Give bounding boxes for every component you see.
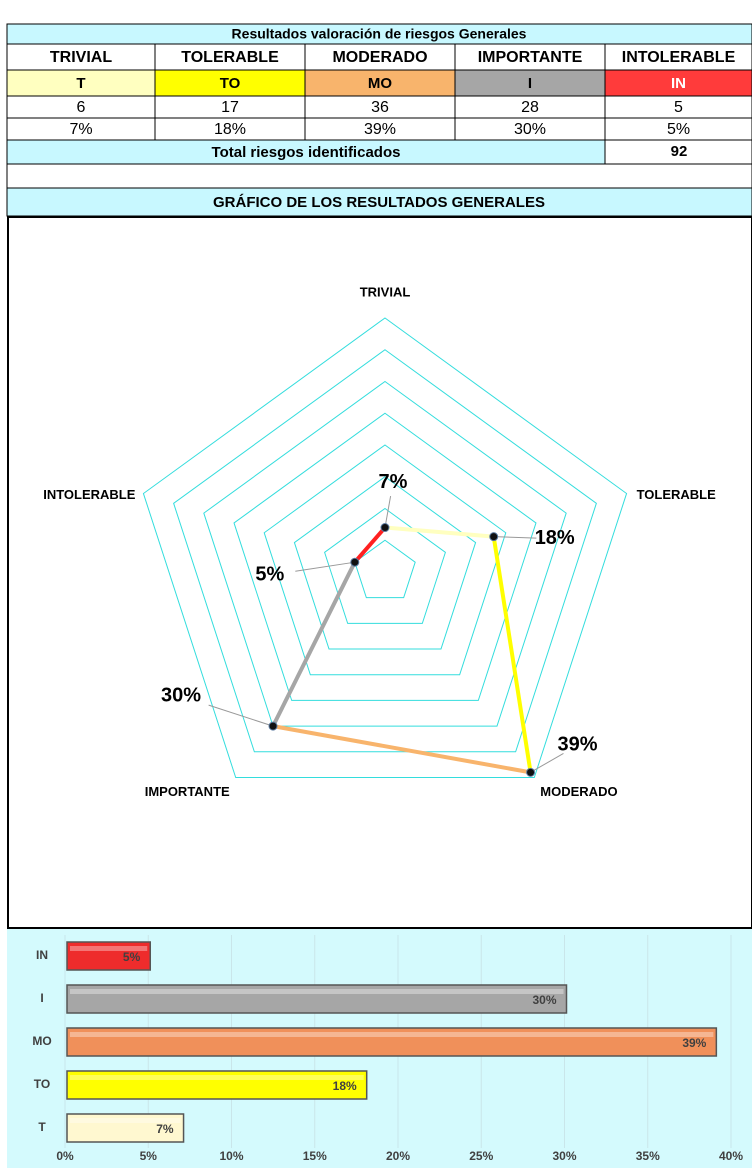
total-cell <box>604 139 752 165</box>
x-tick-label: 15% <box>303 1149 327 1163</box>
bar-value-label: 30% <box>532 993 556 1007</box>
percent: 39% <box>364 121 396 138</box>
x-tick-label: 0% <box>56 1149 74 1163</box>
code: I <box>528 75 532 92</box>
count: 36 <box>371 99 389 116</box>
header: TOLERABLE <box>181 49 279 66</box>
y-tick-label: MO <box>32 1034 51 1048</box>
code: MO <box>368 75 392 92</box>
x-tick-label: 35% <box>636 1149 660 1163</box>
radar-segment <box>272 724 531 775</box>
leader-line <box>384 495 392 528</box>
radar-axis-label: IMPORTANTE <box>145 784 230 799</box>
bar <box>66 941 151 971</box>
count: 5 <box>674 99 683 116</box>
bar-highlight <box>70 946 148 951</box>
code-cell <box>304 69 456 97</box>
table-title: Resultados valoración de riesgos General… <box>232 26 527 42</box>
leader-line <box>530 753 564 773</box>
section-title: GRÁFICO DE LOS RESULTADOS GENERALES <box>213 194 545 211</box>
header-cell <box>304 43 456 71</box>
x-tick-label: 10% <box>219 1149 243 1163</box>
radar-ring <box>173 349 597 753</box>
bar-highlight <box>70 989 564 994</box>
radar-axis-label: INTOLERABLE <box>43 487 136 502</box>
radar-axis-label: MODERADO <box>540 784 617 799</box>
radar-value-label: 5% <box>255 563 284 585</box>
y-tick-label: T <box>38 1120 46 1134</box>
bar <box>66 1070 368 1100</box>
x-tick-label: 5% <box>140 1149 158 1163</box>
code-cell <box>454 69 606 97</box>
bar <box>66 1027 718 1057</box>
percent: 7% <box>69 121 92 138</box>
radar-segment <box>491 536 533 773</box>
radar-value-label: 18% <box>535 527 575 549</box>
header: INTOLERABLE <box>622 49 736 66</box>
radar-segment <box>271 561 357 728</box>
leader-line <box>493 536 537 539</box>
header: MODERADO <box>332 49 427 66</box>
section-cell <box>6 187 752 217</box>
radar-ring <box>142 317 628 778</box>
leader-line <box>295 561 355 572</box>
y-tick-label: TO <box>34 1077 50 1091</box>
bar-value-label: 7% <box>156 1122 174 1136</box>
bar-highlight <box>70 1118 181 1123</box>
radar-point <box>350 557 360 567</box>
total-label-cell <box>6 139 606 165</box>
blank-row <box>6 163 752 189</box>
bar-highlight <box>70 1032 714 1037</box>
x-tick-label: 20% <box>386 1149 410 1163</box>
bar-value-label: 18% <box>333 1079 357 1093</box>
header: IMPORTANTE <box>478 49 583 66</box>
radar-value-label: 30% <box>161 684 201 706</box>
radar-ring <box>324 507 446 624</box>
radar-axis-label: TOLERABLE <box>637 487 717 502</box>
percent: 18% <box>214 121 246 138</box>
radar-segment <box>384 525 494 539</box>
count: 28 <box>521 99 539 116</box>
radar-ring <box>263 444 507 676</box>
y-tick-label: I <box>40 991 43 1005</box>
radar-point <box>268 721 278 731</box>
radar-segment <box>353 526 387 564</box>
radar-point <box>489 532 499 542</box>
y-tick-label: IN <box>36 948 48 962</box>
radar-ring <box>233 412 537 701</box>
radar-area <box>7 216 752 929</box>
radar-ring <box>203 380 567 727</box>
total-label: Total riesgos identificados <box>212 144 401 161</box>
radar-value-label: 39% <box>558 734 598 756</box>
percent: 30% <box>514 121 546 138</box>
bar <box>66 1113 185 1143</box>
header-cell <box>604 43 752 71</box>
count: 17 <box>221 99 239 116</box>
code-cell <box>604 69 752 97</box>
bar <box>66 984 568 1014</box>
percent: 5% <box>667 121 690 138</box>
x-tick-label: 30% <box>552 1149 576 1163</box>
code: TO <box>220 75 241 92</box>
count: 6 <box>77 99 86 116</box>
code: T <box>76 75 85 92</box>
radar-point <box>526 767 536 777</box>
leader-line <box>208 704 274 727</box>
bar-value-label: 39% <box>682 1036 706 1050</box>
radar-point <box>380 523 390 533</box>
bar-highlight <box>70 1075 364 1080</box>
code-cell <box>154 69 306 97</box>
bar-value-label: 5% <box>123 950 141 964</box>
code: IN <box>671 75 686 92</box>
radar-axis-label: TRIVIAL <box>360 284 411 299</box>
total: 92 <box>671 143 688 160</box>
header-cell <box>454 43 606 71</box>
radar-value-label: 7% <box>379 471 408 493</box>
x-tick-label: 25% <box>469 1149 493 1163</box>
x-tick-label: 40% <box>719 1149 743 1163</box>
header: TRIVIAL <box>50 49 112 66</box>
radar-ring <box>293 476 477 650</box>
